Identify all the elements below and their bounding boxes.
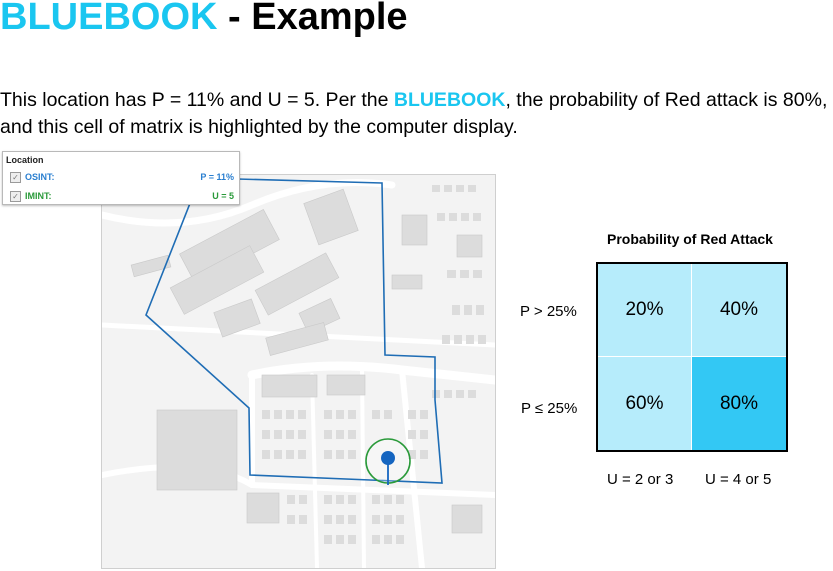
matrix-row-label-high: P > 25% xyxy=(520,303,577,320)
imint-checkbox[interactable]: ✓ xyxy=(10,191,21,202)
description-text: This location has P = 11% and U = 5. Per… xyxy=(0,87,833,141)
area-boundary xyxy=(145,177,443,484)
slide-title: BLUEBOOK - Example xyxy=(0,0,408,39)
osint-checkbox[interactable]: ✓ xyxy=(10,172,21,183)
description-part2: , the probability of Red attack is 80%, … xyxy=(0,89,828,138)
probability-matrix: 20% 40% 60% 80% xyxy=(596,262,788,452)
location-panel: Location ✓ OSINT: P = 11% ✓ IMINT: U = 5 xyxy=(2,151,240,205)
matrix-cell-low-p-high-u: 80% xyxy=(692,357,786,450)
osint-label: OSINT: xyxy=(25,172,55,182)
matrix-col-label-high: U = 4 or 5 xyxy=(705,471,772,488)
map-buildings xyxy=(130,188,483,534)
map-canvas xyxy=(102,177,495,568)
matrix-cell-high-p-low-u: 20% xyxy=(598,264,692,357)
matrix-cell-high-p-high-u: 40% xyxy=(692,264,786,357)
location-panel-title: Location xyxy=(6,155,44,165)
description-brand: BLUEBOOK xyxy=(393,89,506,111)
matrix-cell-low-p-low-u: 60% xyxy=(598,357,692,450)
imint-value: U = 5 xyxy=(212,191,234,201)
matrix-col-label-low: U = 2 or 3 xyxy=(607,471,674,488)
description-part1: This location has P = 11% and U = 5. Per… xyxy=(0,89,394,111)
imint-label: IMINT: xyxy=(25,191,52,201)
imint-row[interactable]: ✓ IMINT: U = 5 xyxy=(10,191,236,203)
title-rest: - Example xyxy=(217,0,408,38)
matrix-title: Probability of Red Attack xyxy=(607,231,773,247)
location-pin[interactable] xyxy=(381,451,395,465)
map-houses xyxy=(262,185,486,544)
map-view[interactable] xyxy=(101,174,496,569)
osint-row[interactable]: ✓ OSINT: P = 11% xyxy=(10,172,236,184)
title-brand: BLUEBOOK xyxy=(0,0,218,38)
matrix-row-label-low: P ≤ 25% xyxy=(521,400,578,417)
osint-value: P = 11% xyxy=(200,172,234,182)
